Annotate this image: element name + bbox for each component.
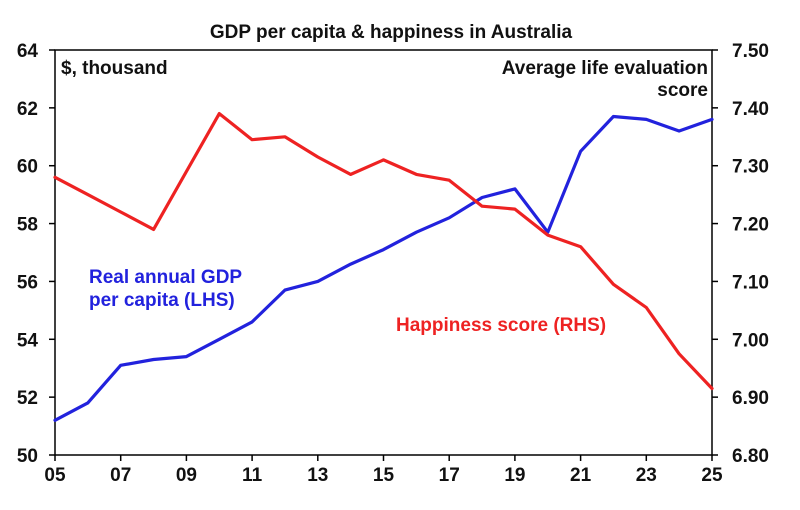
right-tick-label: 7.00 [732,330,769,351]
x-axis: 05 07 09 11 13 15 17 19 21 23 25 [44,455,723,486]
x-tick-label: 05 [44,465,66,486]
x-tick-label: 19 [504,465,525,486]
x-tick-label: 09 [176,465,197,486]
left-tick-label: 56 [17,272,38,293]
left-tick-label: 54 [17,330,39,351]
x-tick-label: 13 [307,465,328,486]
series-label-happiness: Happiness score (RHS) [396,315,606,336]
left-tick-label: 62 [17,99,38,120]
series-label-gdp-line-1: Real annual GDP [89,267,242,288]
left-tick-label: 52 [17,388,38,409]
left-tick-label: 60 [17,157,38,178]
x-tick-label: 07 [110,465,131,486]
chart-title: GDP per capita & happiness in Australia [210,22,573,43]
left-axis-unit-label: $, thousand [61,58,168,79]
right-axis: 6.80 6.90 7.00 7.10 7.20 7.30 7.40 7.50 [712,41,769,467]
series-line-happiness-score [53,112,714,391]
x-tick-label: 11 [242,465,263,486]
right-tick-label: 6.80 [732,446,769,467]
x-tick-label: 17 [439,465,460,486]
x-tick-label: 15 [373,465,395,486]
x-tick-label: 25 [701,465,723,486]
right-tick-label: 7.20 [732,215,769,236]
x-tick-label: 23 [636,465,657,486]
right-axis-unit-label-line-1: Average life evaluation [502,58,708,79]
plot-area-frame [54,49,713,456]
x-tick-label: 21 [570,465,592,486]
right-tick-label: 7.10 [732,272,769,293]
left-axis: 50 52 54 56 58 60 62 64 [17,41,55,467]
right-tick-label: 7.30 [732,157,769,178]
right-axis-unit-label-line-2: score [657,80,708,101]
series-line-gdp-per-capita [53,114,714,422]
right-tick-label: 6.90 [732,388,769,409]
series-label-gdp-line-2: per capita (LHS) [89,290,235,311]
left-tick-label: 50 [17,446,38,467]
left-tick-label: 64 [17,41,39,62]
right-tick-label: 7.40 [732,99,769,120]
right-tick-label: 7.50 [732,41,769,62]
left-tick-label: 58 [17,215,38,236]
